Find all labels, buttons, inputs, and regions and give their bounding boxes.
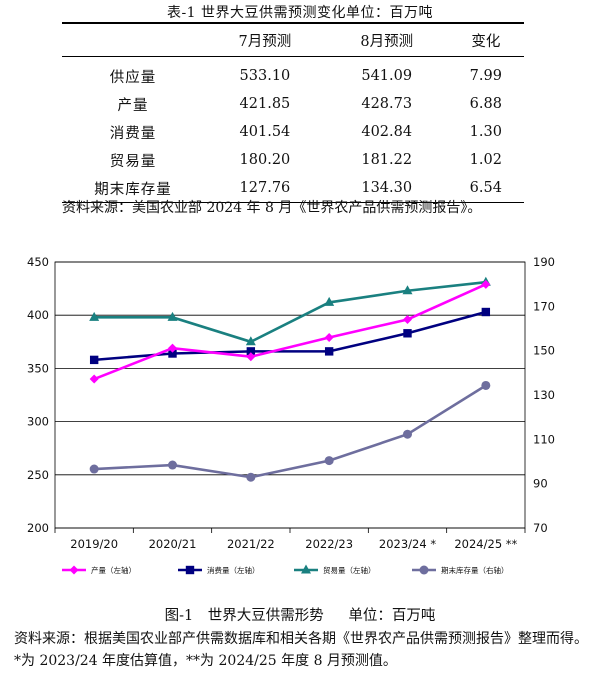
cell-july: 533.10: [239, 68, 291, 84]
cell-july: 421.85: [239, 96, 291, 112]
cell-august: 134.30: [325, 174, 448, 203]
data-point-series-1: [89, 374, 99, 384]
data-point-series-4: [246, 472, 256, 482]
table-row: 贸易量 180.20 181.22 1.02: [62, 146, 524, 174]
left-axis-tick-label: 350: [27, 361, 49, 375]
cell-august: 541.09: [361, 68, 413, 84]
table-row: 供应量 533.10 541.09 7.99: [62, 57, 524, 91]
table-row: 消费量 401.54 402.84 1.30: [62, 118, 524, 146]
header-july: 7月预测: [204, 23, 326, 57]
data-point-series-4: [89, 464, 99, 474]
x-axis-tick-label: 2022/23: [305, 537, 353, 551]
data-point-series-4: [324, 456, 334, 466]
right-axis-tick-label: 130: [533, 388, 555, 402]
right-axis-tick-label: 70: [533, 521, 548, 535]
table-header-row: 7月预测 8月预测 变化: [62, 23, 524, 57]
row-label: 产量: [117, 97, 149, 114]
data-point-series-2: [324, 347, 334, 356]
data-point-series-3: [245, 336, 256, 346]
row-label: 贸易量: [109, 153, 157, 170]
legend-swatch-marker: [185, 565, 195, 575]
header-blank: [62, 23, 204, 57]
x-axis-tick-label: 2021/22: [227, 537, 275, 551]
data-point-series-4: [403, 429, 412, 439]
cell-change: 7.99: [469, 68, 502, 84]
data-point-series-3: [167, 311, 178, 321]
right-axis-tick-label: 190: [533, 255, 555, 269]
right-axis-tick-label: 150: [533, 344, 555, 358]
cell-change: 1.30: [469, 124, 502, 140]
legend-swatch-marker: [419, 565, 429, 575]
data-point-series-2: [89, 355, 99, 365]
row-label: 消费量: [109, 125, 157, 142]
row-label: 供应量: [109, 69, 157, 86]
plot-border: [54, 261, 526, 529]
legend-swatch-marker: [69, 565, 79, 575]
data-point-series-2: [246, 347, 256, 356]
data-point-series-3: [324, 296, 335, 306]
cell-july: 180.20: [239, 152, 291, 168]
data-point-series-1: [403, 314, 412, 324]
supply-demand-table: 7月预测 8月预测 变化 供应量 533.10 541.09 7.99 产量 4…: [62, 22, 524, 203]
legend-label: 消费量（左轴）: [207, 565, 260, 575]
data-point-series-3: [89, 311, 100, 321]
x-axis-tick-label: 2024/25 **: [454, 537, 517, 551]
table-row: 期末库存量 127.76 134.30 6.54: [62, 174, 524, 203]
legend-label: 贸易量（左轴）: [323, 565, 376, 575]
cell-august: 181.22: [361, 152, 413, 168]
left-axis-tick-label: 450: [27, 255, 49, 269]
right-axis-tick-label: 170: [533, 299, 555, 313]
cell-change: 6.54: [447, 174, 524, 203]
series-line-4: [94, 384, 487, 479]
cell-august: 428.73: [361, 96, 413, 112]
data-point-series-2: [481, 307, 491, 317]
cell-july: 127.76: [204, 174, 326, 203]
left-axis-tick-label: 250: [27, 468, 49, 482]
table-row: 产量 421.85 428.73 6.88: [62, 90, 524, 118]
data-point-series-1: [481, 279, 491, 289]
series-line-3: [94, 280, 486, 344]
cell-july: 401.54: [239, 124, 291, 140]
header-august: 8月预测: [325, 23, 448, 57]
data-point-series-2: [403, 329, 412, 338]
data-point-series-1: [324, 333, 334, 343]
left-axis-tick-label: 300: [27, 415, 49, 429]
legend-swatch-marker: [301, 564, 311, 574]
x-axis-tick-label: 2019/20: [70, 537, 118, 551]
cell-change: 1.02: [469, 152, 502, 168]
row-label: 期末库存量: [62, 174, 204, 203]
right-axis-tick-label: 110: [533, 432, 555, 446]
figure-caption: 图-1 世界大豆供需形势 单位：百万吨: [0, 604, 600, 625]
x-axis-tick-label: 2020/21: [149, 537, 197, 551]
data-point-series-1: [246, 352, 256, 362]
left-axis-tick-label: 400: [27, 308, 49, 322]
left-axis-tick-label: 200: [27, 521, 49, 535]
figure-caption-title: 图-1 世界大豆供需形势: [164, 608, 324, 624]
legend-label: 产量（左轴）: [91, 565, 136, 575]
figure-caption-unit: 单位：百万吨: [348, 608, 436, 624]
cell-august: 402.84: [361, 124, 413, 140]
cell-change: 6.88: [469, 96, 502, 112]
x-axis-tick-label: 2023/24 *: [379, 537, 436, 551]
data-point-series-4: [481, 380, 491, 390]
table-source-note: 资料来源：美国农业部 2024 年 8 月《世界农产品供需预测报告》。: [62, 200, 482, 216]
figure-source-note: 资料来源：根据美国农业部产供需数据库和相关各期《世界农产品供需预测报告》整理而得…: [14, 631, 588, 669]
table-title: 表-1 世界大豆供需预测变化单位：百万吨: [166, 5, 434, 21]
supply-demand-chart: 200 250 300 350 400 450 70 90 110 130 150 170 190 201…: [27, 255, 555, 575]
series-line-1: [93, 283, 487, 381]
header-change: 变化: [447, 23, 524, 57]
right-axis-tick-label: 90: [533, 477, 548, 491]
legend-label: 期末库存量（右轴）: [441, 565, 509, 575]
data-point-series-2: [168, 349, 177, 358]
data-point-series-4: [168, 460, 177, 470]
data-point-series-1: [168, 343, 177, 353]
data-point-series-3: [402, 285, 413, 295]
series-line-2: [94, 310, 487, 362]
